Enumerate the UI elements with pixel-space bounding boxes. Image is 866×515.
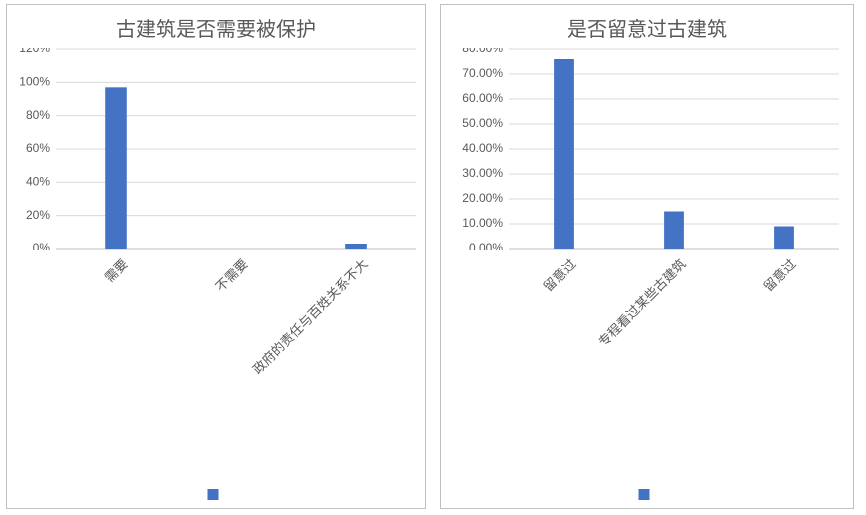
y-tick-label: 80.00% — [462, 48, 503, 55]
y-tick-label: 80% — [26, 108, 50, 122]
y-tick-label: 0.00% — [469, 241, 503, 250]
chart-panel-right: 是否留意过古建筑 0.00% 10.00% 20.00% 30.00% 40.00% 50… — [440, 4, 854, 509]
y-tick-label: 0% — [33, 241, 51, 250]
bar — [774, 227, 794, 250]
x-axis-labels: 需要 不需要政府的责任与百姓关系不大 — [8, 250, 424, 460]
x-tick-label: 需要 — [100, 254, 132, 286]
x-tick-label: 留意过 — [758, 254, 799, 295]
plot-area: 0.00% 10.00% 20.00% 30.00% 40.00% 50.00% 60.00… — [447, 48, 847, 250]
y-tick-label: 50.00% — [462, 116, 503, 130]
chart-panel-left: 古建筑是否需要被保护 0% 20% 40% 60% 80% 100% 120% 需要 不需要政… — [6, 4, 426, 509]
y-tick-label: 20.00% — [462, 191, 503, 205]
y-tick-label: 30.00% — [462, 166, 503, 180]
y-tick-label: 40% — [26, 175, 50, 189]
legend — [208, 489, 225, 500]
bar — [345, 244, 367, 249]
bar — [664, 212, 684, 250]
legend-swatch-icon — [208, 489, 219, 500]
y-tick-label: 100% — [19, 75, 50, 89]
plot-area: 0% 20% 40% 60% 80% 100% 120% — [8, 48, 424, 250]
y-tick-label: 70.00% — [462, 66, 503, 80]
y-tick-label: 60.00% — [462, 91, 503, 105]
x-axis-labels: 留意过专程看过某些古建筑留意过 — [447, 250, 847, 460]
bar-chart-svg: 0% 20% 40% 60% 80% 100% 120% — [8, 48, 424, 250]
bar-chart-svg: 0.00% 10.00% 20.00% 30.00% 40.00% 50.00% 60.00… — [447, 48, 847, 250]
x-tick-label: 政府的责任与百姓关系不大 — [248, 254, 372, 378]
y-tick-label: 40.00% — [462, 141, 503, 155]
x-tick-label: 不需要 — [210, 254, 251, 295]
page: 古建筑是否需要被保护 0% 20% 40% 60% 80% 100% 120% 需要 不需要政… — [0, 0, 866, 515]
y-tick-label: 60% — [26, 141, 50, 155]
chart-title: 是否留意过古建筑 — [567, 13, 727, 42]
x-tick-label: 留意过 — [538, 254, 579, 295]
bar — [105, 87, 127, 249]
y-tick-label: 10.00% — [462, 216, 503, 230]
bar — [554, 59, 574, 249]
x-tick-label: 专程看过某些古建筑 — [593, 254, 689, 350]
legend — [639, 489, 656, 500]
chart-title: 古建筑是否需要被保护 — [116, 13, 316, 42]
legend-swatch-icon — [639, 489, 650, 500]
y-tick-label: 120% — [19, 48, 50, 55]
y-tick-label: 20% — [26, 208, 50, 222]
